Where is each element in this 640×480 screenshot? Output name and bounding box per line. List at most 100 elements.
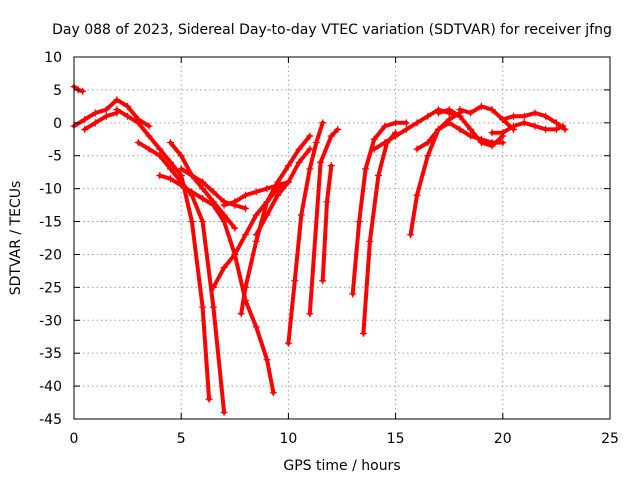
data-point-marker — [205, 395, 213, 403]
series-trace — [239, 134, 312, 316]
data-point-marker — [134, 139, 142, 147]
data-point-marker — [349, 290, 357, 298]
data-point-marker — [220, 201, 228, 209]
data-point-marker — [252, 323, 260, 331]
data-point-marker — [531, 122, 539, 130]
series-arc-14 — [306, 125, 342, 318]
data-point-marker — [323, 198, 331, 206]
data-point-marker — [327, 132, 335, 140]
data-point-marker — [113, 96, 121, 104]
data-point-marker — [252, 237, 260, 245]
data-point-marker — [359, 329, 367, 337]
series-arc-23 — [499, 109, 569, 133]
data-point-marker — [166, 165, 174, 173]
data-point-marker — [520, 112, 528, 120]
data-point-marker — [327, 162, 335, 170]
data-point-marker — [402, 125, 410, 133]
data-point-marker — [542, 125, 550, 133]
y-tick-label: -45 — [39, 412, 62, 428]
series-arc-12 — [252, 145, 314, 239]
x-tick-label: 20 — [494, 431, 512, 447]
data-point-marker — [467, 125, 475, 133]
data-point-marker — [434, 125, 442, 133]
data-point-marker — [456, 106, 464, 114]
data-point-marker — [306, 310, 314, 318]
data-point-marker — [319, 119, 327, 127]
data-point-marker — [381, 122, 389, 130]
data-point-marker — [274, 191, 282, 199]
data-point-marker — [263, 185, 271, 193]
data-point-marker — [284, 339, 292, 347]
y-tick-label: -35 — [39, 346, 62, 362]
data-point-marker — [499, 129, 507, 137]
data-point-marker — [488, 129, 496, 137]
data-point-marker — [81, 116, 89, 124]
data-point-marker — [295, 145, 303, 153]
y-tick-label: -5 — [48, 149, 62, 165]
data-point-marker — [284, 162, 292, 170]
data-point-marker — [434, 109, 442, 117]
data-point-marker — [124, 112, 132, 120]
data-point-marker — [199, 218, 207, 226]
series-arc-15 — [319, 162, 335, 285]
data-point-marker — [317, 158, 325, 166]
data-point-marker — [456, 125, 464, 133]
data-point-marker — [274, 178, 282, 186]
data-point-marker — [177, 171, 185, 179]
data-point-marker — [177, 165, 185, 173]
data-point-marker — [252, 231, 260, 239]
data-point-marker — [284, 178, 292, 186]
data-point-marker — [381, 139, 389, 147]
axis-layer: 0 5 10 15 20 25 10 5 0 -5 -10 -15 -20 -25 -30 -35 -40 -45 — [39, 50, 619, 447]
data-point-marker — [392, 132, 400, 140]
data-point-marker — [102, 112, 110, 120]
data-point-marker — [102, 106, 110, 114]
data-layer — [70, 83, 569, 416]
data-point-marker — [510, 112, 518, 120]
data-point-marker — [291, 277, 299, 285]
y-axis-title: SDTVAR / TECUs — [8, 181, 24, 296]
data-point-marker — [510, 122, 518, 130]
x-tick-label: 0 — [70, 431, 79, 447]
series-trace — [350, 120, 409, 296]
data-point-marker — [156, 152, 164, 160]
data-point-marker — [445, 119, 453, 127]
data-point-marker — [312, 139, 320, 147]
x-tick-label: 10 — [279, 431, 297, 447]
grid-layer — [74, 57, 610, 419]
series-arc-24 — [488, 119, 567, 137]
data-point-marker — [242, 191, 250, 199]
data-point-marker — [295, 158, 303, 166]
x-tick-label: 15 — [387, 431, 405, 447]
data-point-marker — [402, 119, 410, 127]
data-point-marker — [231, 198, 239, 206]
y-tick-label: 5 — [53, 83, 62, 99]
data-point-marker — [209, 198, 217, 206]
data-point-marker — [199, 178, 207, 186]
data-point-marker — [552, 119, 560, 127]
series-trace — [254, 147, 312, 237]
data-point-marker — [177, 152, 185, 160]
series-arc-19 — [407, 109, 464, 239]
data-point-marker — [297, 211, 305, 219]
y-tick-label: -10 — [39, 182, 62, 198]
x-tick-label: 5 — [177, 431, 186, 447]
data-point-marker — [488, 142, 496, 150]
data-point-marker — [252, 188, 260, 196]
data-point-marker — [231, 224, 239, 232]
series-trace — [157, 173, 276, 395]
data-point-marker — [156, 171, 164, 179]
series-arc-13 — [284, 119, 327, 347]
data-point-marker — [355, 218, 363, 226]
data-point-marker — [467, 109, 475, 117]
series-trace — [307, 127, 340, 316]
series-arc-01 — [70, 83, 87, 95]
y-tick-label: -40 — [39, 379, 62, 395]
series-trace — [211, 180, 291, 290]
data-point-marker — [477, 139, 485, 147]
x-axis-title: GPS time / hours — [283, 458, 400, 474]
data-point-marker — [134, 119, 142, 127]
y-tick-label: 10 — [44, 50, 62, 66]
data-point-marker — [374, 171, 382, 179]
